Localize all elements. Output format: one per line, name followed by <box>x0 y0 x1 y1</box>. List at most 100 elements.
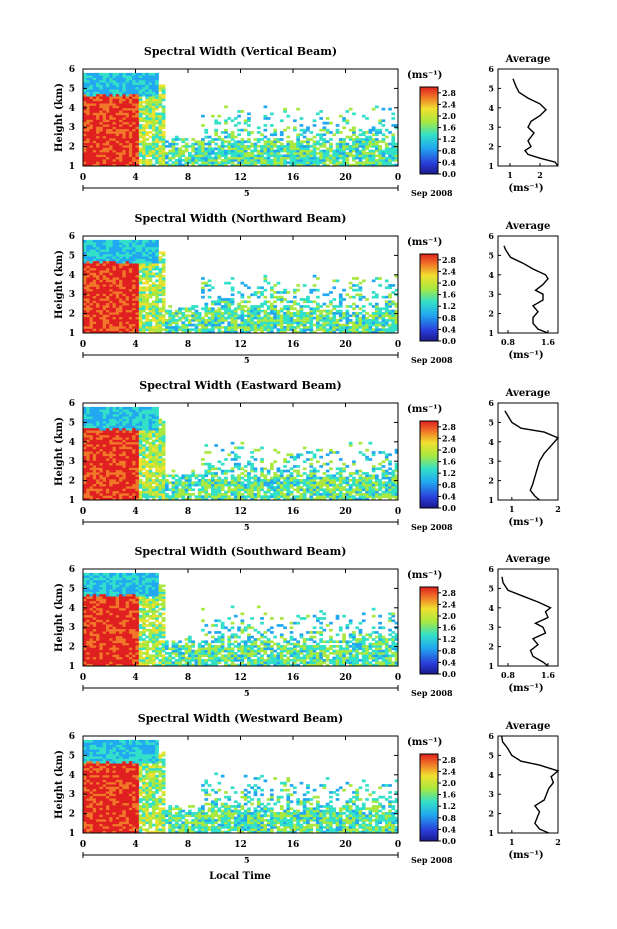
heatmap-cell <box>371 128 376 132</box>
heatmap-cell <box>86 448 90 452</box>
heatmap-cell <box>135 437 140 440</box>
heatmap-cell <box>283 321 287 325</box>
heatmap-cell <box>201 295 205 299</box>
heatmap-cell <box>142 432 146 436</box>
heatmap-cell <box>112 96 117 99</box>
heatmap-cell <box>128 147 133 151</box>
heatmap-cell <box>99 439 104 443</box>
heatmap-cell <box>194 305 199 308</box>
heatmap-cell <box>86 256 90 259</box>
heatmap-cell <box>122 423 127 426</box>
heatmap-cell <box>194 328 199 331</box>
heatmap-cell <box>174 479 179 482</box>
heatmap-cell <box>191 305 195 308</box>
heatmap-cell <box>106 149 110 153</box>
heatmap-cell <box>260 305 264 308</box>
heatmap-cell <box>325 319 330 322</box>
heatmap-cell <box>99 288 104 292</box>
heatmap-cell <box>378 128 382 132</box>
heatmap-cell <box>83 138 87 141</box>
heatmap-cell <box>109 103 113 106</box>
heatmap-cell <box>293 291 297 294</box>
heatmap-cell <box>125 474 130 478</box>
heatmap-cell <box>119 321 123 325</box>
heatmap-cell <box>135 110 140 113</box>
heatmap-cell <box>309 291 314 294</box>
heatmap-cell <box>99 149 104 153</box>
heatmap-cell <box>102 409 107 412</box>
heatmap-cell <box>99 98 104 102</box>
heatmap-cell <box>181 321 186 325</box>
heatmap-cell <box>151 86 156 90</box>
heatmap-cell <box>230 145 235 148</box>
heatmap-cell <box>194 156 199 160</box>
heatmap-cell <box>158 256 163 259</box>
heatmap-cell <box>106 307 110 311</box>
heatmap-cell <box>122 293 127 297</box>
heatmap-cell <box>125 253 130 257</box>
heatmap-cell <box>197 497 202 501</box>
heatmap-cell <box>119 476 123 480</box>
heatmap-cell <box>112 145 117 148</box>
heatmap-cell <box>211 497 215 501</box>
heatmap-cell <box>309 161 314 164</box>
heatmap-cell <box>338 145 343 148</box>
heatmap-cell <box>96 472 100 475</box>
heatmap-cell <box>329 326 333 329</box>
heatmap-cell <box>125 488 130 492</box>
heatmap-cell <box>329 142 333 146</box>
heatmap-cell <box>102 462 107 466</box>
heatmap-cell <box>158 312 163 315</box>
heatmap-cell <box>112 479 117 482</box>
heatmap-cell <box>158 490 163 494</box>
heatmap-cell <box>161 265 166 269</box>
heatmap-cell <box>122 110 127 113</box>
heatmap-cell <box>86 493 90 496</box>
heatmap-cell <box>148 272 153 276</box>
heatmap-cell <box>92 472 97 475</box>
heatmap-cell <box>109 430 113 433</box>
heatmap-cell <box>388 319 392 322</box>
heatmap-cell <box>270 142 274 146</box>
heatmap-cell <box>86 72 90 76</box>
heatmap-cell <box>135 307 140 311</box>
heatmap-cell <box>119 239 123 243</box>
heatmap-cell <box>158 326 163 329</box>
heatmap-cell <box>96 465 100 468</box>
heatmap-cell <box>132 124 136 127</box>
heatmap-cell <box>138 82 143 85</box>
heatmap-cell <box>119 156 123 160</box>
heatmap-cell <box>148 258 153 262</box>
heatmap-cell <box>165 497 169 501</box>
heatmap-cell <box>99 267 104 271</box>
heatmap-cell <box>302 140 307 144</box>
heatmap-cell <box>106 476 110 480</box>
heatmap-cell <box>148 274 153 278</box>
heatmap-cell <box>151 418 156 422</box>
heatmap-cell <box>89 128 94 132</box>
heatmap-cell <box>243 328 248 331</box>
heatmap-cell <box>361 279 366 283</box>
heatmap-cell <box>256 291 261 294</box>
heatmap-cell <box>115 98 120 102</box>
heatmap-cell <box>112 328 117 331</box>
heatmap-cell <box>115 267 120 271</box>
heatmap-cell <box>125 281 130 285</box>
heatmap-cell <box>99 77 104 81</box>
heatmap-cell <box>89 488 94 492</box>
heatmap-cell <box>92 481 97 485</box>
heatmap-cell <box>158 135 163 139</box>
heatmap-cell <box>148 89 153 92</box>
heatmap-cell <box>135 488 140 492</box>
heatmap-cell <box>158 277 163 280</box>
heatmap-cell <box>263 288 268 292</box>
heatmap-cell <box>83 242 87 245</box>
heatmap-cell <box>132 465 136 468</box>
heatmap-cell <box>161 439 166 443</box>
heatmap-cell <box>312 274 317 278</box>
heatmap-cell <box>125 140 130 144</box>
heatmap-cell <box>142 474 146 478</box>
heatmap-cell <box>125 444 130 447</box>
heatmap-cell <box>106 455 110 459</box>
heatmap-cell <box>266 161 271 164</box>
